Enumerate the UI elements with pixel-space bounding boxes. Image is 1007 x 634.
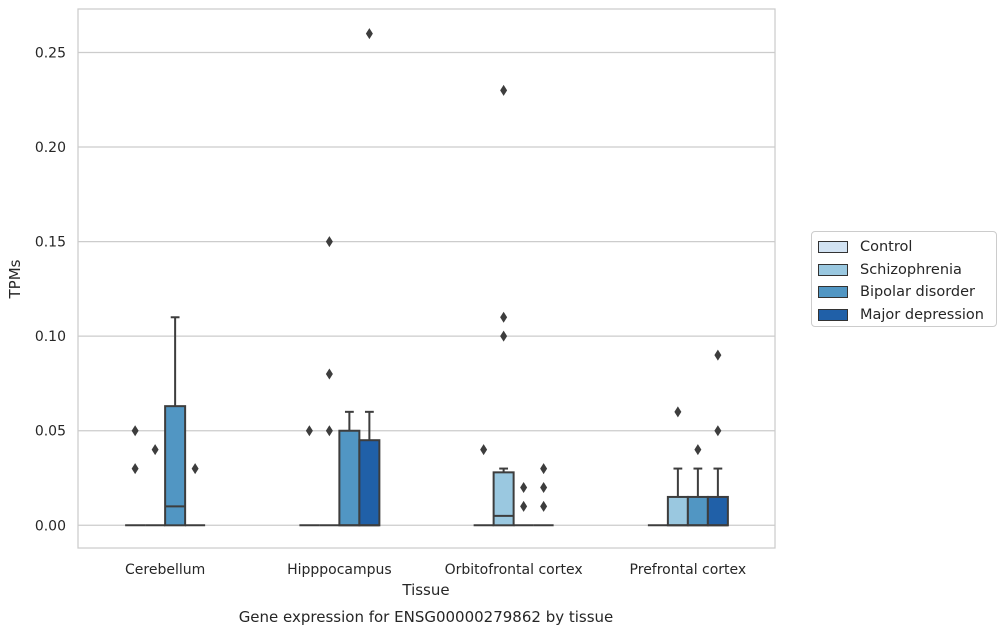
outlier-point: [500, 330, 508, 342]
x-tick-label: Prefrontal cortex: [630, 562, 747, 578]
box-body: [492, 471, 515, 527]
outlier-point: [480, 444, 488, 456]
outlier-point: [325, 368, 333, 380]
outlier-point: [520, 500, 528, 512]
box-schizophrenia: [492, 84, 515, 527]
outlier-point: [540, 463, 548, 475]
y-tick-label: 0.25: [35, 45, 66, 61]
box-plots: [125, 28, 729, 527]
box-control: [125, 425, 146, 527]
legend-label: Control: [860, 239, 913, 256]
outlier-point: [714, 425, 722, 437]
plot-frame: [77, 8, 776, 549]
y-axis-label: TPMs: [6, 259, 24, 299]
legend-item: Control: [818, 236, 996, 259]
y-tick-label: 0.05: [35, 424, 66, 440]
x-axis-ticks: Cerebellum Hipppocampus Orbitofrontal cort…: [125, 562, 746, 578]
y-tick-label: 0.00: [35, 518, 66, 534]
outlier-point: [325, 236, 333, 248]
y-tick-label: 0.15: [35, 235, 66, 251]
box-major-depression: [358, 28, 381, 527]
box-major-depression: [706, 349, 729, 527]
outlier-point: [694, 444, 702, 456]
legend-item: Bipolar disorder: [818, 281, 996, 304]
x-axis-label: Tissue: [401, 581, 449, 599]
legend: Control Schizophrenia Bipolar disorder Majo…: [811, 231, 997, 327]
legend-label: Major depression: [860, 306, 984, 323]
box-body: [164, 405, 187, 527]
box-schizophrenia: [319, 236, 340, 527]
outlier-point: [500, 311, 508, 323]
box-bipolar-disorder: [686, 444, 709, 527]
legend-item: Major depression: [818, 304, 996, 327]
outlier-point: [305, 425, 313, 437]
box-major-depression: [185, 463, 206, 527]
outlier-point: [131, 463, 139, 475]
x-tick-label: Cerebellum: [125, 562, 205, 578]
box-bipolar-disorder: [513, 481, 534, 527]
box-body: [666, 495, 689, 527]
outlier-point: [540, 481, 548, 493]
outlier-point: [500, 84, 508, 96]
box-body: [706, 495, 729, 527]
outlier-point: [674, 406, 682, 418]
outlier-point: [151, 444, 159, 456]
box-control: [299, 425, 320, 527]
box-body: [686, 495, 709, 527]
legend-label: Schizophrenia: [860, 261, 962, 278]
outlier-point: [520, 481, 528, 493]
box-control: [473, 444, 494, 527]
x-tick-label: Orbitofrontal cortex: [445, 562, 583, 578]
box-body: [358, 439, 381, 527]
box-schizophrenia: [145, 444, 166, 527]
y-tick-label: 0.10: [35, 329, 66, 345]
legend-swatch: [818, 286, 848, 299]
outlier-point: [325, 425, 333, 437]
outlier-point: [714, 349, 722, 361]
legend-swatch: [818, 241, 848, 254]
legend-swatch: [818, 263, 848, 276]
box-bipolar-disorder: [338, 410, 361, 527]
box-major-depression: [533, 463, 554, 527]
box-bipolar-disorder: [164, 316, 187, 527]
x-tick-label: Hipppocampus: [287, 562, 392, 578]
outlier-point: [540, 500, 548, 512]
legend-swatch: [818, 308, 848, 321]
outlier-point: [191, 463, 199, 475]
legend-label: Bipolar disorder: [860, 284, 975, 301]
outlier-point: [131, 425, 139, 437]
box-body: [338, 429, 361, 527]
y-axis-ticks: 0.00 0.05 0.10 0.15 0.20 0.25: [35, 45, 66, 534]
box-schizophrenia: [666, 406, 689, 527]
chart-title: Gene expression for ENSG00000279862 by t…: [239, 608, 614, 626]
outlier-point: [365, 28, 373, 40]
y-tick-label: 0.20: [35, 140, 66, 156]
legend-item: Schizophrenia: [818, 259, 996, 282]
